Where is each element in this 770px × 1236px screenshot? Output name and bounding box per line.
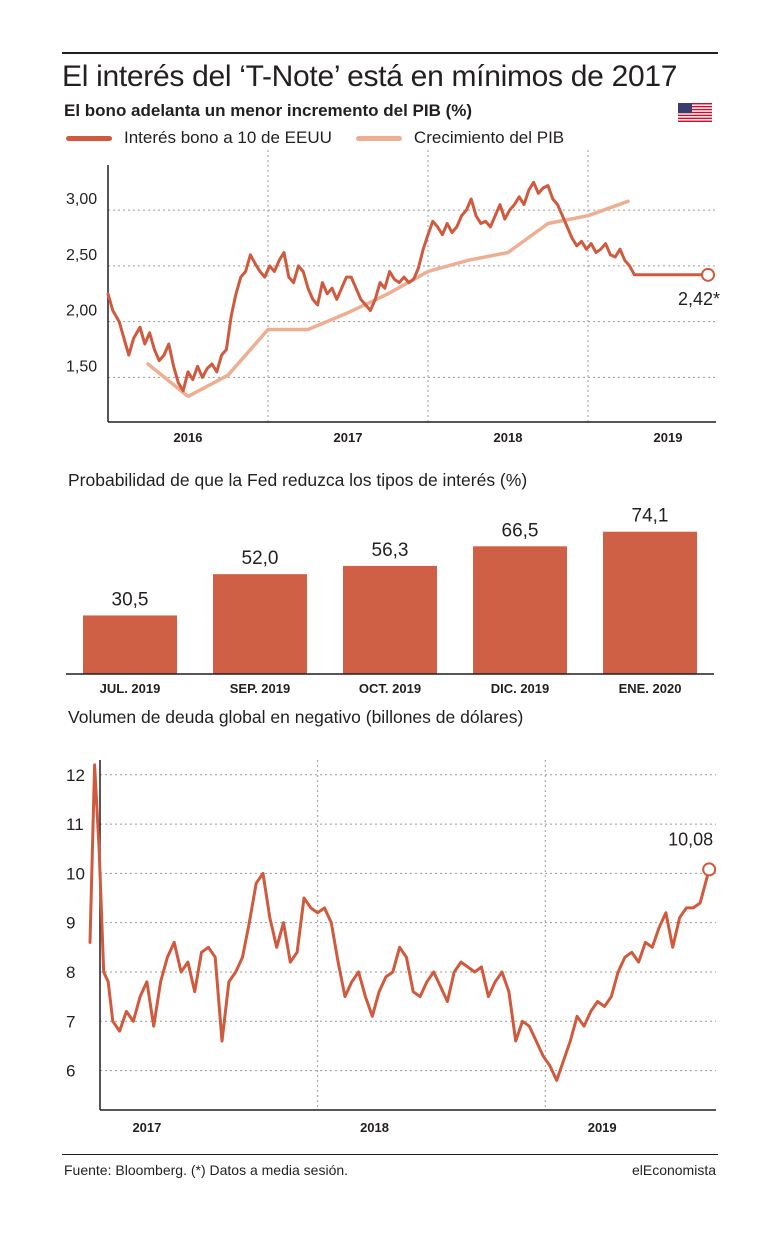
y-tick-label: 1,50 [66,358,97,375]
bar-value-label: 56,3 [372,540,409,561]
end-point-marker [702,862,717,877]
bar-category-label: SEP. 2019 [230,681,290,696]
us-flag-icon [678,103,712,122]
x-tick-label: 2018 [360,1120,389,1135]
end-value-label: 10,08 [668,829,713,849]
bond-yield-line-chart: 1,50 2,00 2,50 3,00 2016 2017 2018 2019 2,42* [66,150,720,445]
legend-swatch-bond [66,135,112,141]
bar-value-label: 74,1 [632,506,669,527]
series-line-gdp [146,199,630,399]
bar [213,574,307,674]
y-tick-label: 2,00 [66,303,97,320]
top-rule [62,52,718,54]
x-tick-label: 2017 [334,430,363,445]
legend-label-bond: Interés bono a 10 de EEUU [124,128,332,147]
bar [83,615,177,674]
bar-category-label: DIC. 2019 [491,681,550,696]
x-tick-label: 2019 [654,430,683,445]
legend-label-gdp: Crecimiento del PIB [413,128,565,147]
bar-value-label: 52,0 [242,548,279,569]
footer-rule [62,1154,718,1155]
y-tick-label: 8 [66,963,75,982]
y-tick-label: 9 [66,914,75,933]
footer-brand: elEconomista [631,1162,716,1178]
y-tick-label: 2,50 [66,247,97,264]
end-point-marker [701,267,715,282]
bar [603,531,697,674]
y-tick-label: 12 [66,766,85,785]
bar-value-label: 30,5 [112,589,149,610]
fed-probability-bar-chart: 30,5 JUL. 2019 52,0 SEP. 2019 56,3 OCT. 2019 6… [66,506,714,696]
legend-swatch-gdp [355,135,402,141]
y-tick-label: 6 [66,1062,75,1081]
x-tick-label: 2019 [588,1120,617,1135]
legend-item-gdp: Crecimiento del PIB [355,128,565,148]
bar-category-label: JUL. 2019 [100,681,161,696]
series-line-debt [88,763,711,1082]
x-tick-label: 2017 [132,1120,161,1135]
debt-chart-title: Volumen de deuda global en negativo (bil… [68,707,524,727]
bar-category-label: ENE. 2020 [619,681,682,696]
x-tick-label: 2018 [494,430,523,445]
page-subtitle: El bono adelanta un menor incremento del… [64,101,473,120]
footer-source: Fuente: Bloomberg. (*) Datos a media ses… [64,1162,349,1178]
bar [473,546,567,674]
y-tick-label: 11 [66,815,84,834]
y-tick-label: 10 [66,864,85,883]
chart1-legend: Interés bono a 10 de EEUU Crecimiento de… [66,128,588,148]
y-tick-label: 3,00 [66,191,97,208]
legend-item-bond: Interés bono a 10 de EEUU [66,128,332,148]
bar-value-label: 66,5 [502,520,539,541]
bar [343,565,437,674]
negative-debt-line-chart: 6 7 8 9 10 11 12 2017 2018 2019 10,08 [66,760,717,1135]
x-tick-label: 2016 [174,430,203,445]
page-title: El interés del ‘T-Note’ está en mínimos … [62,60,678,93]
y-tick-label: 7 [66,1012,75,1031]
bar-chart-title: Probabilidad de que la Fed reduzca los t… [68,470,528,490]
series-line-bond [106,180,710,393]
bar-category-label: OCT. 2019 [359,681,421,696]
end-value-label: 2,42* [678,289,720,309]
